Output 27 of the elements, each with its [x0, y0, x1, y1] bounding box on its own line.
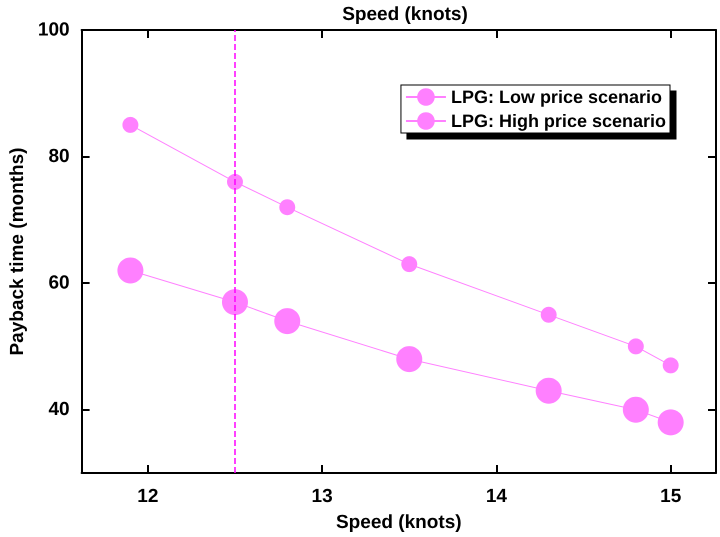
x-tick-label: 15: [660, 486, 682, 507]
legend-label: LPG: High price scenario: [450, 111, 666, 131]
point: [226, 174, 243, 190]
y-axis-title: Payback time (months): [7, 148, 28, 356]
point: [396, 346, 422, 372]
x-tick-label: 14: [486, 486, 508, 507]
y-tick-label: 40: [48, 399, 70, 420]
point: [540, 306, 557, 323]
legend-label: LPG: Low price scenario: [450, 87, 662, 107]
point: [536, 378, 562, 404]
y-tick-label: 60: [48, 272, 70, 294]
chart-title: Speed (knots): [342, 4, 468, 25]
point: [117, 257, 144, 284]
y-tick-label: 100: [38, 20, 70, 40]
point: [274, 308, 300, 334]
x-tick-label: 12: [137, 486, 158, 507]
point: [658, 409, 684, 436]
point: [122, 116, 138, 133]
y-tick-label: 80: [48, 146, 70, 168]
x-tick-label: 13: [312, 486, 333, 507]
point: [622, 396, 649, 423]
point: [662, 357, 679, 374]
point: [401, 256, 418, 272]
point: [222, 289, 248, 316]
x-axis-title: Speed (knots): [336, 512, 462, 533]
point: [628, 338, 644, 354]
point: [279, 199, 296, 216]
